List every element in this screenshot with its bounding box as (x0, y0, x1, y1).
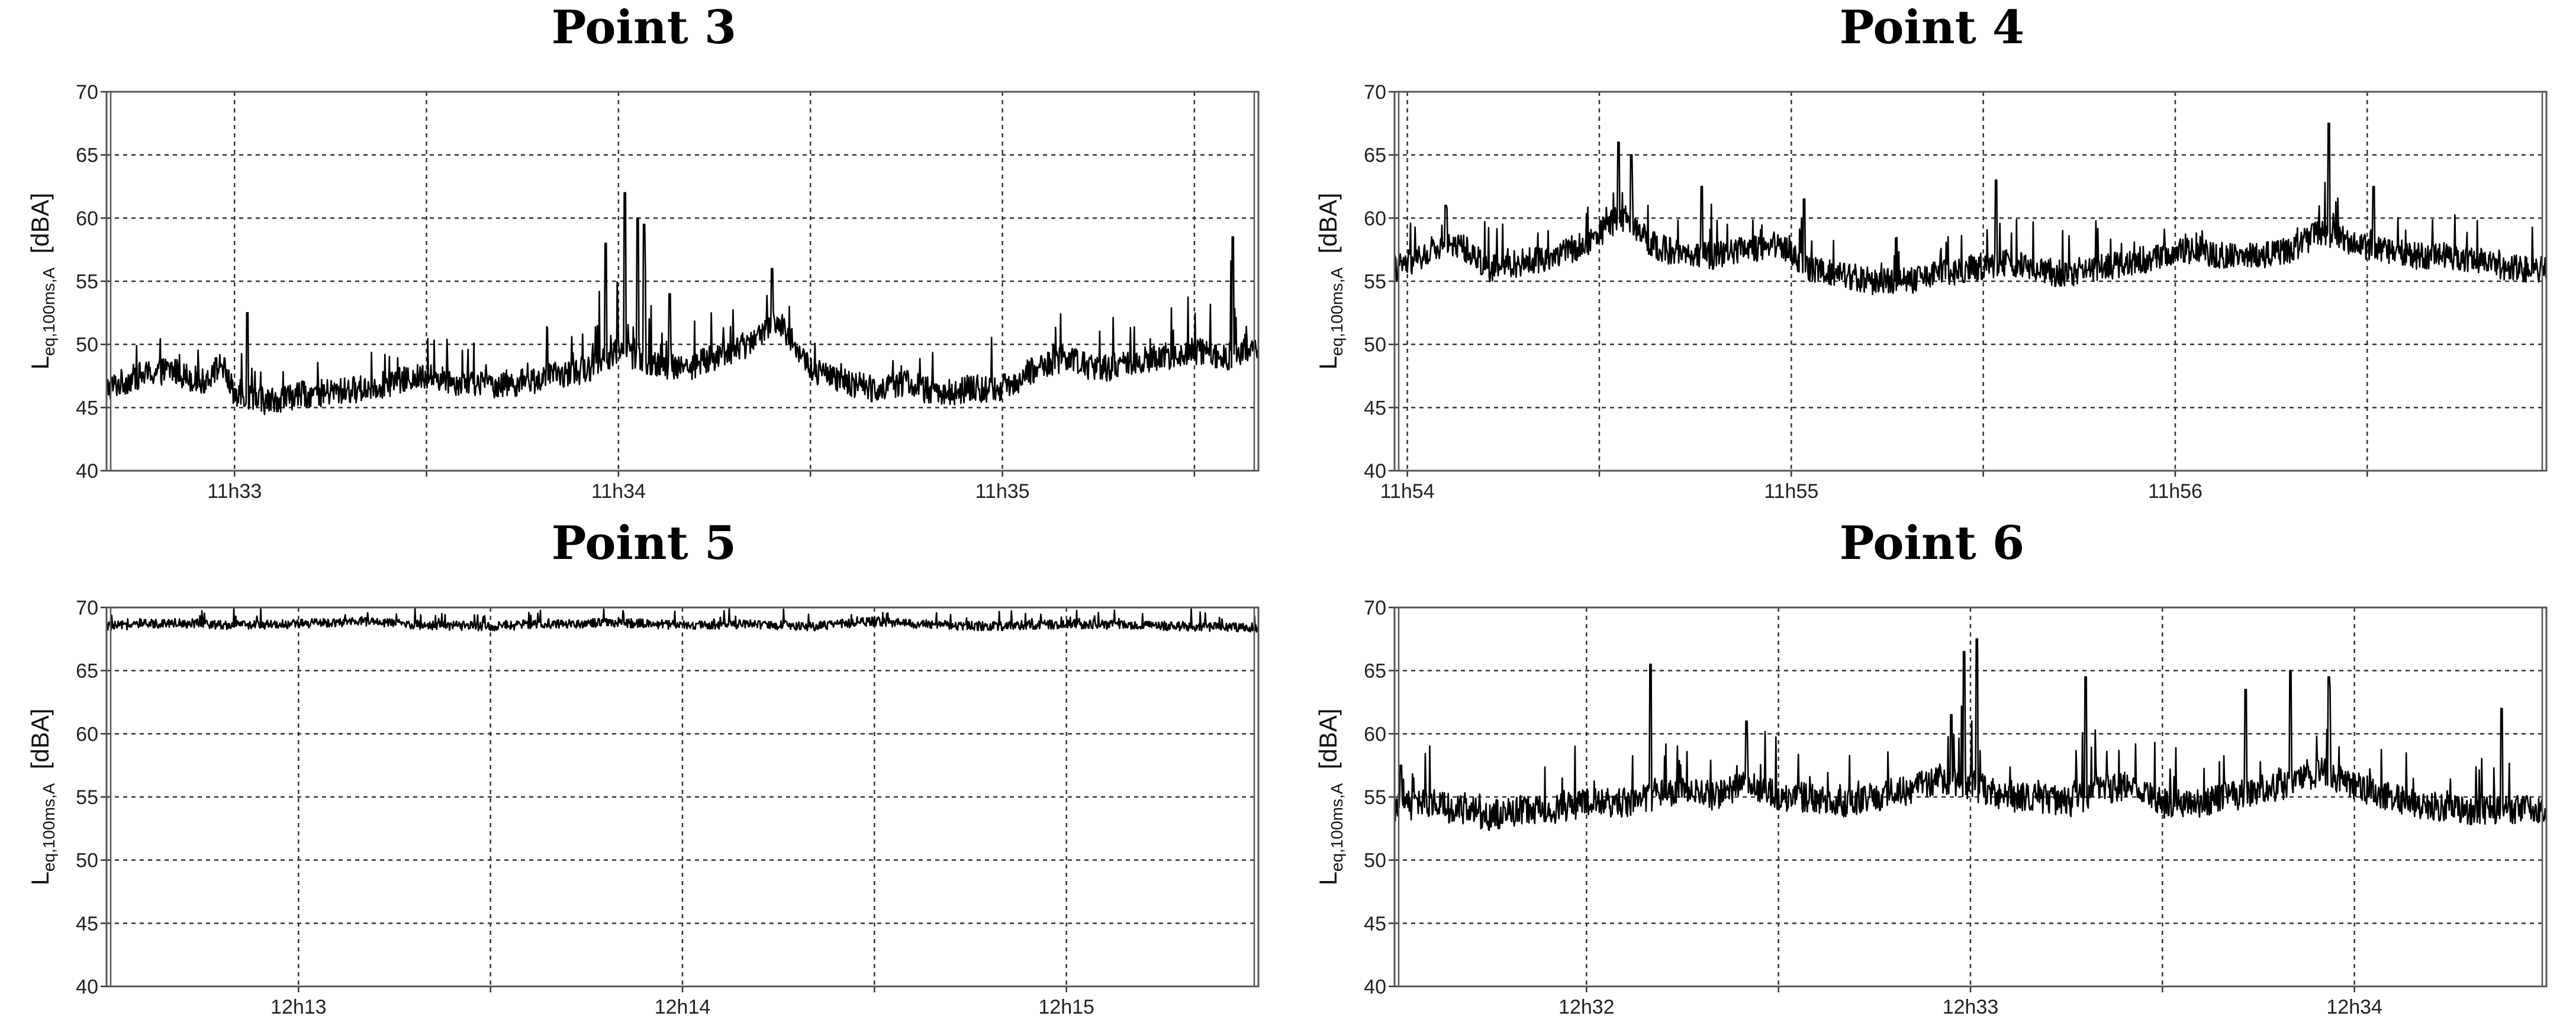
y-tick-label: 60 (1364, 207, 1386, 230)
y-tick-label: 55 (76, 786, 98, 809)
y-tick-label: 55 (1364, 271, 1386, 293)
chart-title: Point 6 (1839, 516, 2025, 570)
plot-frame (1393, 91, 2548, 472)
y-tick-label: 70 (76, 597, 98, 619)
y-tick-label: 70 (1364, 597, 1386, 619)
y-axis-label: Leq,100ms,A [dBA] (1314, 709, 1346, 886)
y-axis-label: Leq,100ms,A [dBA] (26, 709, 58, 886)
chart-svg: 40 45 50 55 60 65 70 11h33 11h34 11h35 Leq,100ms,A… (26, 81, 1260, 503)
x-tick-label: 12h14 (655, 996, 711, 1018)
x-tick-label: 11h35 (975, 480, 1030, 503)
series-line (105, 192, 1260, 416)
y-tick-label: 70 (76, 81, 98, 104)
chart-panel-point-3: Point 3 40 45 50 55 60 65 70 11h33 11h34 11h35 Leq… (0, 0, 1288, 516)
y-tick-label: 60 (76, 723, 98, 745)
chart-panel-point-6: Point 6 40 45 50 55 60 65 70 12h32 12h33 12h34 Leq… (1288, 516, 2576, 1031)
y-tick-label: 65 (1364, 144, 1386, 167)
chart-title: Point 5 (551, 516, 737, 570)
y-tick-label: 40 (1364, 976, 1386, 998)
y-tick-label: 55 (1364, 786, 1386, 809)
x-tick-label: 12h33 (1943, 996, 1999, 1018)
x-tick-label: 11h34 (591, 480, 646, 503)
y-tick-label: 45 (1364, 912, 1386, 935)
chart-panel-point-5: Point 5 40 45 50 55 60 65 70 12h13 12h14 12h15 Leq… (0, 516, 1288, 1031)
y-axis-label-unit: [dBA] (1314, 193, 1342, 268)
y-axis-label-main: L (26, 872, 54, 885)
x-tick-label: 12h32 (1559, 996, 1615, 1018)
y-axis-label-unit: [dBA] (26, 709, 54, 783)
y-axis-label-subscript: eq,100ms,A (1328, 783, 1346, 872)
y-tick-label: 50 (76, 850, 98, 872)
y-tick-label: 40 (76, 460, 98, 483)
y-axis-label: Leq,100ms,A [dBA] (26, 193, 58, 370)
x-tick-label: 12h13 (271, 996, 327, 1018)
y-tick-label: 70 (1364, 81, 1386, 104)
chart-title: Point 4 (1839, 1, 2025, 54)
y-axis-label-main: L (26, 356, 54, 369)
x-tick-label: 11h54 (1380, 480, 1435, 503)
y-axis-label-subscript: eq,100ms,A (1328, 267, 1346, 356)
x-tick-label: 11h56 (2148, 480, 2203, 503)
y-tick-label: 50 (76, 334, 98, 356)
chart-panel-point-4: Point 4 40 45 50 55 60 65 70 11h54 11h55 11h56 Leq… (1288, 0, 2576, 516)
y-tick-label: 65 (76, 660, 98, 683)
y-tick-label: 45 (76, 397, 98, 419)
y-tick-label: 50 (1364, 334, 1386, 356)
y-axis-label-subscript: eq,100ms,A (40, 783, 58, 872)
y-tick-label: 40 (76, 976, 98, 998)
y-tick-label: 65 (1364, 660, 1386, 683)
y-tick-label: 50 (1364, 850, 1386, 872)
y-tick-label: 60 (76, 207, 98, 230)
plot-frame (1393, 606, 2548, 988)
y-axis-label-unit: [dBA] (1314, 709, 1342, 783)
y-axis-label-main: L (1314, 872, 1342, 885)
plot-frame (105, 91, 1260, 472)
y-tick-label: 55 (76, 271, 98, 293)
y-axis-label: Leq,100ms,A [dBA] (1314, 193, 1346, 370)
x-tick-label: 12h15 (1038, 996, 1094, 1018)
y-tick-label: 65 (76, 144, 98, 167)
y-axis-label-main: L (1314, 356, 1342, 369)
x-tick-label: 11h33 (207, 480, 262, 503)
chart-svg: 40 45 50 55 60 65 70 11h54 11h55 11h56 Leq,100ms,A… (1314, 81, 2548, 503)
x-tick-label: 12h34 (2326, 996, 2382, 1018)
y-tick-label: 45 (1364, 397, 1386, 419)
series-line (1393, 638, 2548, 831)
plot-frame (105, 606, 1260, 988)
y-tick-label: 40 (1364, 460, 1386, 483)
x-tick-label: 11h55 (1764, 480, 1818, 503)
y-axis-label-subscript: eq,100ms,A (40, 267, 58, 356)
y-tick-label: 45 (76, 912, 98, 935)
chart-title: Point 3 (551, 1, 737, 54)
series-line (1393, 123, 2548, 295)
y-tick-label: 60 (1364, 723, 1386, 745)
chart-svg: 40 45 50 55 60 65 70 12h13 12h14 12h15 Leq,100ms,A… (26, 597, 1260, 1018)
series-line (105, 607, 1260, 633)
y-axis-label-unit: [dBA] (26, 193, 54, 268)
chart-svg: 40 45 50 55 60 65 70 12h32 12h33 12h34 Leq,100ms,A… (1314, 597, 2548, 1018)
